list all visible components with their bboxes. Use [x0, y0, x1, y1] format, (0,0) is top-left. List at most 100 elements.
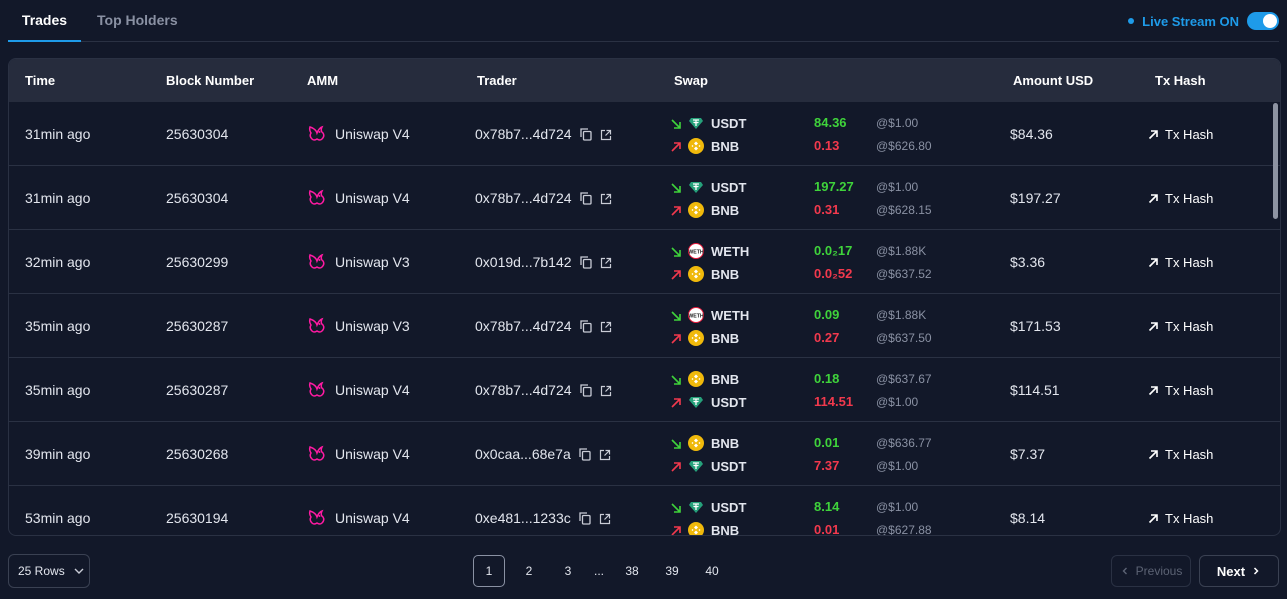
trader-address[interactable]: 0x78b7...4d724	[475, 318, 572, 334]
block-number-cell[interactable]: 25630304	[166, 126, 229, 142]
page-40[interactable]: 40	[705, 564, 719, 578]
external-link-icon[interactable]	[600, 192, 612, 205]
swap-amount: 0.0₂17	[814, 243, 853, 258]
tab-trades[interactable]: Trades	[8, 0, 81, 42]
page-3[interactable]: 3	[564, 564, 572, 578]
usdt-token-icon	[688, 458, 704, 474]
token-symbol: USDT	[711, 115, 747, 131]
table-row: 31min ago 25630304 Uniswap V4 0x78b7...4d72…	[9, 102, 1280, 166]
trades-table: Time Block Number AMM Trader Swap Amount…	[8, 58, 1281, 536]
chevron-down-icon	[74, 568, 84, 574]
amm-cell: Uniswap V3	[307, 294, 410, 358]
external-link-icon[interactable]	[599, 448, 611, 461]
previous-button[interactable]: Previous	[1111, 555, 1191, 587]
tx-hash-link[interactable]: Tx Hash	[1148, 422, 1213, 486]
trader-address[interactable]: 0xe481...1233c	[475, 510, 571, 526]
tab-bar: Trades Top Holders Live Stream ON	[8, 0, 1279, 42]
tx-hash-link[interactable]: Tx Hash	[1148, 102, 1213, 166]
page-2[interactable]: 2	[525, 564, 533, 578]
rows-per-page-label: 25 Rows	[18, 564, 65, 578]
token-symbol: BNB	[711, 522, 740, 536]
block-number-cell[interactable]: 25630287	[166, 318, 229, 334]
tx-hash-label: Tx Hash	[1165, 446, 1214, 462]
block-number-cell[interactable]: 25630287	[166, 382, 229, 398]
token-symbol: USDT	[711, 179, 747, 195]
amm-label: Uniswap V4	[335, 446, 410, 462]
page-1[interactable]: 1	[473, 555, 505, 587]
swap-leg: BNB	[670, 264, 739, 284]
rows-per-page-select[interactable]: 25 Rows	[8, 554, 90, 588]
copy-icon[interactable]	[579, 320, 592, 333]
copy-icon[interactable]	[579, 192, 592, 205]
token-symbol: USDT	[711, 458, 747, 474]
page-39[interactable]: 39	[665, 564, 679, 578]
swap-leg: USDT	[670, 392, 746, 412]
table-row: 39min ago 25630268 Uniswap V4 0x0caa...68e7…	[9, 422, 1280, 486]
chevron-left-icon	[1122, 567, 1127, 575]
block-number-cell[interactable]: 25630304	[166, 190, 229, 206]
copy-icon[interactable]	[579, 384, 592, 397]
external-link-icon[interactable]	[600, 128, 612, 141]
swap-amount: 0.01	[814, 522, 840, 536]
swap-leg: BNB	[670, 328, 739, 348]
arrow-up-right-icon	[1148, 385, 1159, 396]
trader-address[interactable]: 0x78b7...4d724	[475, 190, 572, 206]
swap-leg: WETH WETH	[670, 241, 749, 261]
token-symbol: WETH	[711, 307, 750, 323]
tx-hash-link[interactable]: Tx Hash	[1148, 358, 1213, 422]
uniswap-icon	[307, 508, 327, 528]
trader-address[interactable]: 0x78b7...4d724	[475, 382, 572, 398]
trader-cell: 0x0caa...68e7a	[475, 422, 611, 486]
swap-amount: 0.31	[814, 202, 840, 217]
uniswap-icon	[307, 444, 327, 464]
bnb-token-icon	[688, 202, 704, 218]
block-number-cell[interactable]: 25630194	[166, 510, 229, 526]
amm-cell: Uniswap V4	[307, 486, 410, 535]
block-number-cell[interactable]: 25630268	[166, 446, 229, 462]
usdt-token-icon	[688, 394, 704, 410]
bnb-token-icon	[688, 138, 704, 154]
live-stream-label: Live Stream ON	[1142, 13, 1239, 29]
copy-icon[interactable]	[579, 128, 592, 141]
amm-label: Uniswap V4	[335, 190, 410, 206]
token-symbol: USDT	[711, 499, 747, 515]
swap-amount: 84.36	[814, 115, 847, 130]
trader-cell: 0x78b7...4d724	[475, 166, 612, 230]
amm-cell: Uniswap V4	[307, 358, 410, 422]
swap-amount: 114.51	[814, 394, 854, 409]
tx-hash-link[interactable]: Tx Hash	[1148, 486, 1213, 535]
usdt-token-icon	[688, 115, 704, 131]
live-dot-icon	[1128, 18, 1135, 24]
amount-usd-cell: $171.53	[1010, 318, 1061, 334]
external-link-icon[interactable]	[600, 384, 612, 397]
copy-icon[interactable]	[579, 256, 592, 269]
tx-hash-link[interactable]: Tx Hash	[1148, 230, 1213, 294]
swap-leg: USDT	[670, 177, 746, 197]
table-scrollbar[interactable]	[1273, 103, 1278, 219]
external-link-icon[interactable]	[600, 320, 612, 333]
tx-hash-link[interactable]: Tx Hash	[1148, 294, 1213, 358]
external-link-icon[interactable]	[600, 256, 612, 269]
table-row: 35min ago 25630287 Uniswap V3 0x78b7...4d72…	[9, 294, 1280, 358]
time-cell: 31min ago	[25, 190, 91, 206]
weth-token-icon: WETH	[688, 243, 704, 259]
tx-hash-link[interactable]: Tx Hash	[1148, 166, 1213, 230]
tab-top-holders[interactable]: Top Holders	[97, 12, 178, 28]
copy-icon[interactable]	[579, 512, 591, 525]
trader-address[interactable]: 0x78b7...4d724	[475, 126, 572, 142]
swap-price: @$637.50	[876, 331, 932, 345]
trader-address[interactable]: 0x0caa...68e7a	[475, 446, 571, 462]
block-number-cell[interactable]: 25630299	[166, 254, 229, 270]
swap-leg: BNB	[670, 136, 739, 156]
table-body: 31min ago 25630304 Uniswap V4 0x78b7...4d72…	[9, 102, 1280, 536]
external-link-icon[interactable]	[599, 512, 611, 525]
page-38[interactable]: 38	[625, 564, 639, 578]
trader-address[interactable]: 0x019d...7b142	[475, 254, 572, 270]
next-button[interactable]: Next	[1199, 555, 1279, 587]
amm-label: Uniswap V3	[335, 318, 410, 334]
live-stream-toggle[interactable]	[1247, 12, 1279, 30]
swap-amount: 0.18	[814, 371, 840, 386]
arrow-up-right-icon	[1148, 193, 1159, 204]
copy-icon[interactable]	[579, 448, 591, 461]
table-row: 31min ago 25630304 Uniswap V4 0x78b7...4d72…	[9, 166, 1280, 230]
